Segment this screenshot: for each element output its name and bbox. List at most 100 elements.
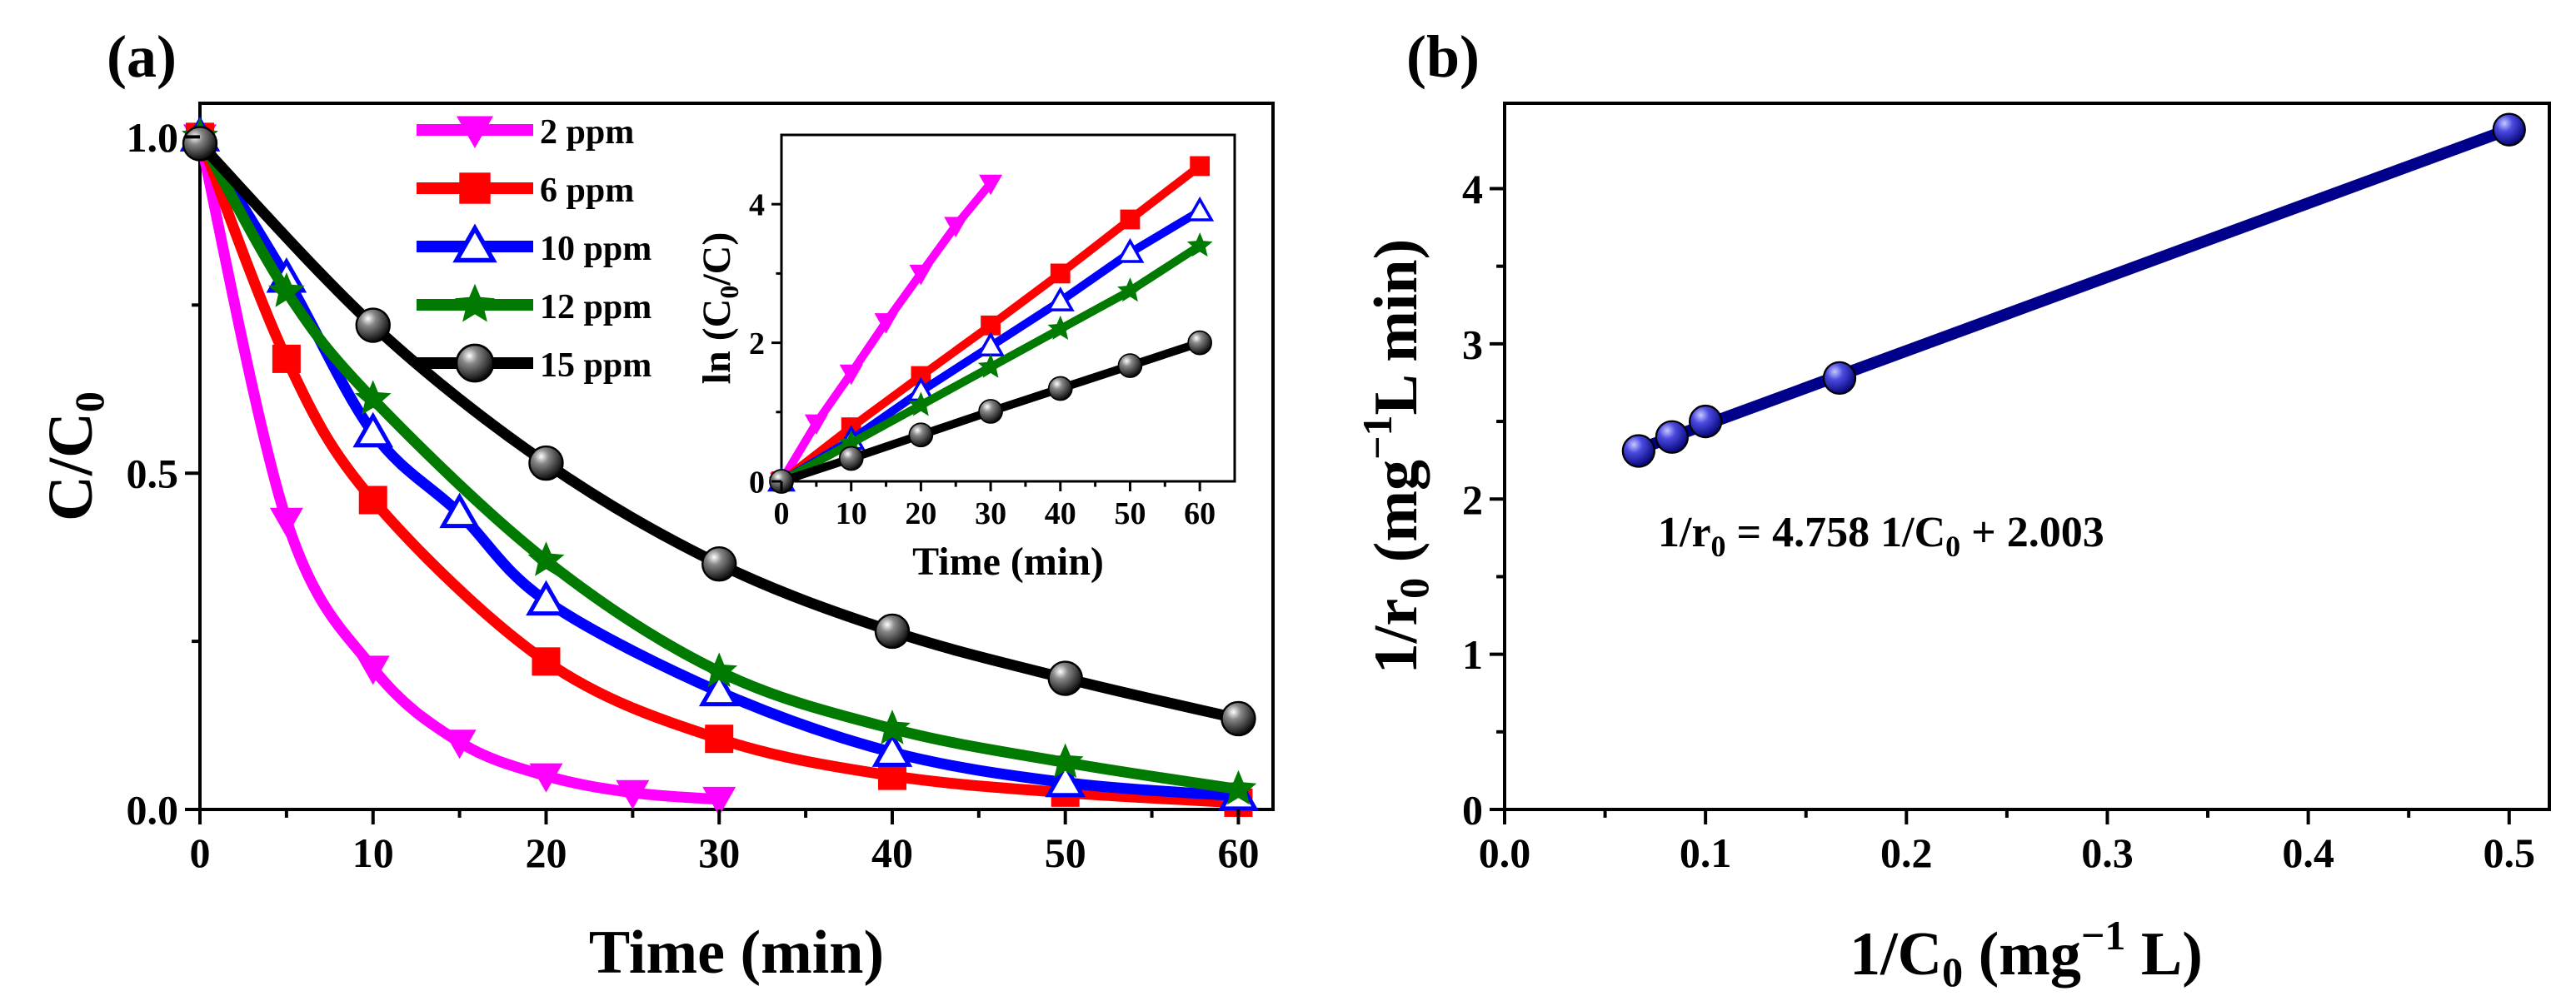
- chart-b-frame: [1503, 102, 2551, 811]
- data-point-data: [1621, 434, 1655, 468]
- legend-marker: [459, 172, 491, 204]
- x-tick-label: 0.4: [2282, 829, 2334, 876]
- svg-text:1/C0 (mg−1 L): 1/C0 (mg−1 L): [1850, 912, 2203, 995]
- svg-text:C/C0: C/C0: [36, 391, 112, 521]
- legend-label: 2 ppm: [540, 113, 634, 152]
- x-tick-label: 0.0: [1479, 829, 1531, 876]
- data-point-6-ppm: [272, 344, 301, 373]
- legend-marker: [454, 283, 496, 322]
- data-point-12-ppm: [1186, 232, 1213, 257]
- data-point-6-ppm: [358, 486, 387, 515]
- data-point-2-ppm: [804, 414, 828, 436]
- data-point-10-ppm: [1045, 761, 1086, 798]
- data-point-15-ppm: [528, 445, 564, 481]
- y-tick-label: 0: [749, 465, 765, 500]
- data-point-6-ppm: [911, 366, 931, 386]
- legend-marker: [455, 343, 495, 383]
- data-point-2-ppm: [269, 507, 303, 537]
- x-tick-label: 10: [836, 496, 867, 531]
- series-15-ppm: [182, 126, 1256, 737]
- x-tick-label: 60: [1217, 829, 1259, 876]
- series-line-12-ppm: [194, 131, 1244, 795]
- series-data: [1621, 112, 2526, 468]
- series-2-ppm: [770, 174, 1003, 493]
- data-point-6-ppm: [1190, 156, 1211, 177]
- x-tick-label: 50: [1045, 829, 1086, 876]
- data-point-15-ppm: [182, 126, 218, 162]
- chart-a-legend: 2 ppm 6 ppm 10 ppm 12 ppm 15 ppm: [417, 113, 651, 385]
- data-point-2-ppm: [944, 217, 968, 237]
- y-tick-label: 4: [749, 188, 765, 223]
- x-tick-label: 40: [1045, 496, 1076, 531]
- y-tick-label: 0: [1462, 787, 1483, 834]
- y-tick-label: 1.0: [127, 114, 179, 161]
- chart-b-y-label: 1/r0 (mg−1L min): [1354, 239, 1437, 674]
- x-tick-label: 30: [975, 496, 1006, 531]
- x-tick-label: 10: [352, 829, 394, 876]
- x-tick-label: 0.5: [2484, 829, 2536, 876]
- data-point-data: [1655, 420, 1690, 454]
- x-tick-label: 20: [525, 829, 567, 876]
- x-tick-label: 0: [190, 829, 211, 876]
- data-point-2-ppm: [529, 763, 563, 793]
- x-tick-label: 0.3: [2081, 829, 2134, 876]
- chart-a-frame: [198, 102, 1275, 811]
- data-point-15-ppm: [908, 422, 934, 448]
- data-point-12-ppm: [908, 391, 934, 416]
- data-point-2-ppm: [909, 264, 933, 286]
- chart-b-x-label: 1/C0 (mg−1 L): [1850, 912, 2203, 995]
- data-point-15-ppm: [1221, 700, 1256, 737]
- data-point-10-ppm: [439, 492, 480, 529]
- data-point-6-ppm: [705, 725, 734, 754]
- data-point-12-ppm: [1046, 743, 1084, 779]
- data-point-2-ppm: [442, 730, 477, 759]
- data-point-10-ppm: [1116, 237, 1145, 263]
- data-point-15-ppm: [1187, 330, 1212, 356]
- data-point-10-ppm: [1186, 196, 1215, 222]
- data-point-15-ppm: [701, 546, 737, 582]
- data-point-10-ppm: [698, 670, 740, 707]
- legend-item-2-ppm: 2 ppm: [417, 113, 634, 152]
- y-tick-label: 2: [749, 326, 765, 361]
- data-point-12-ppm: [1117, 277, 1143, 302]
- data-point-12-ppm: [1220, 769, 1257, 805]
- inset-x-label: Time (min): [912, 540, 1104, 584]
- chart-a-main: 0 10 20 30 40 50 60 0.00.51.0 Time (min) C/C0: [36, 102, 1275, 987]
- legend-label: 15 ppm: [540, 346, 651, 385]
- data-point-12-ppm: [527, 541, 565, 576]
- data-point-15-ppm: [978, 399, 1003, 424]
- data-point-2-ppm: [979, 174, 1003, 196]
- x-tick-label: 40: [871, 829, 913, 876]
- data-point-15-ppm: [1047, 660, 1083, 696]
- chart-a-inset: 0 10 20 30 40 50 60 0 2 4 Time (min) ln (C0/C): [695, 133, 1236, 584]
- data-point-15-ppm: [838, 446, 864, 471]
- data-point-data: [1822, 361, 1857, 396]
- panel-b-label: (b): [1406, 23, 1480, 90]
- legend-item-6-ppm: 6 ppm: [417, 172, 634, 210]
- data-point-12-ppm: [701, 652, 738, 687]
- legend-item-10-ppm: 10 ppm: [417, 223, 651, 268]
- data-point-10-ppm: [526, 580, 567, 616]
- series-line-2-ppm: [194, 131, 725, 805]
- inset-y-label: ln (C0/C): [695, 232, 744, 385]
- series-12-ppm: [182, 117, 1257, 805]
- data-point-2-ppm: [702, 786, 736, 816]
- panel-a-label: (a): [107, 23, 177, 90]
- y-tick-label: 2: [1462, 476, 1483, 523]
- chart-b-main: 0.0 0.1 0.2 0.3 0.4 0.5 0 1 2 3 4 1/C0 (mg−1 L) 1…: [1354, 102, 2551, 995]
- data-point-12-ppm: [1047, 315, 1074, 340]
- legend-label: 12 ppm: [540, 288, 651, 326]
- y-tick-label: 1: [1462, 631, 1483, 678]
- chart-a-x-label: Time (min): [589, 919, 884, 987]
- y-tick-label: 3: [1462, 321, 1483, 367]
- x-tick-label: 50: [1114, 496, 1146, 531]
- data-point-6-ppm: [532, 647, 561, 676]
- data-point-10-ppm: [871, 731, 913, 767]
- data-point-2-ppm: [839, 364, 863, 386]
- y-tick-label: 0.5: [127, 451, 179, 497]
- data-point-6-ppm: [1120, 209, 1141, 230]
- svg-text:1/r0 = 4.758 1/C0 + 2.003: 1/r0 = 4.758 1/C0 + 2.003: [1658, 509, 2104, 563]
- x-tick-label: 0.2: [1880, 829, 1933, 876]
- legend-item-12-ppm: 12 ppm: [417, 283, 651, 326]
